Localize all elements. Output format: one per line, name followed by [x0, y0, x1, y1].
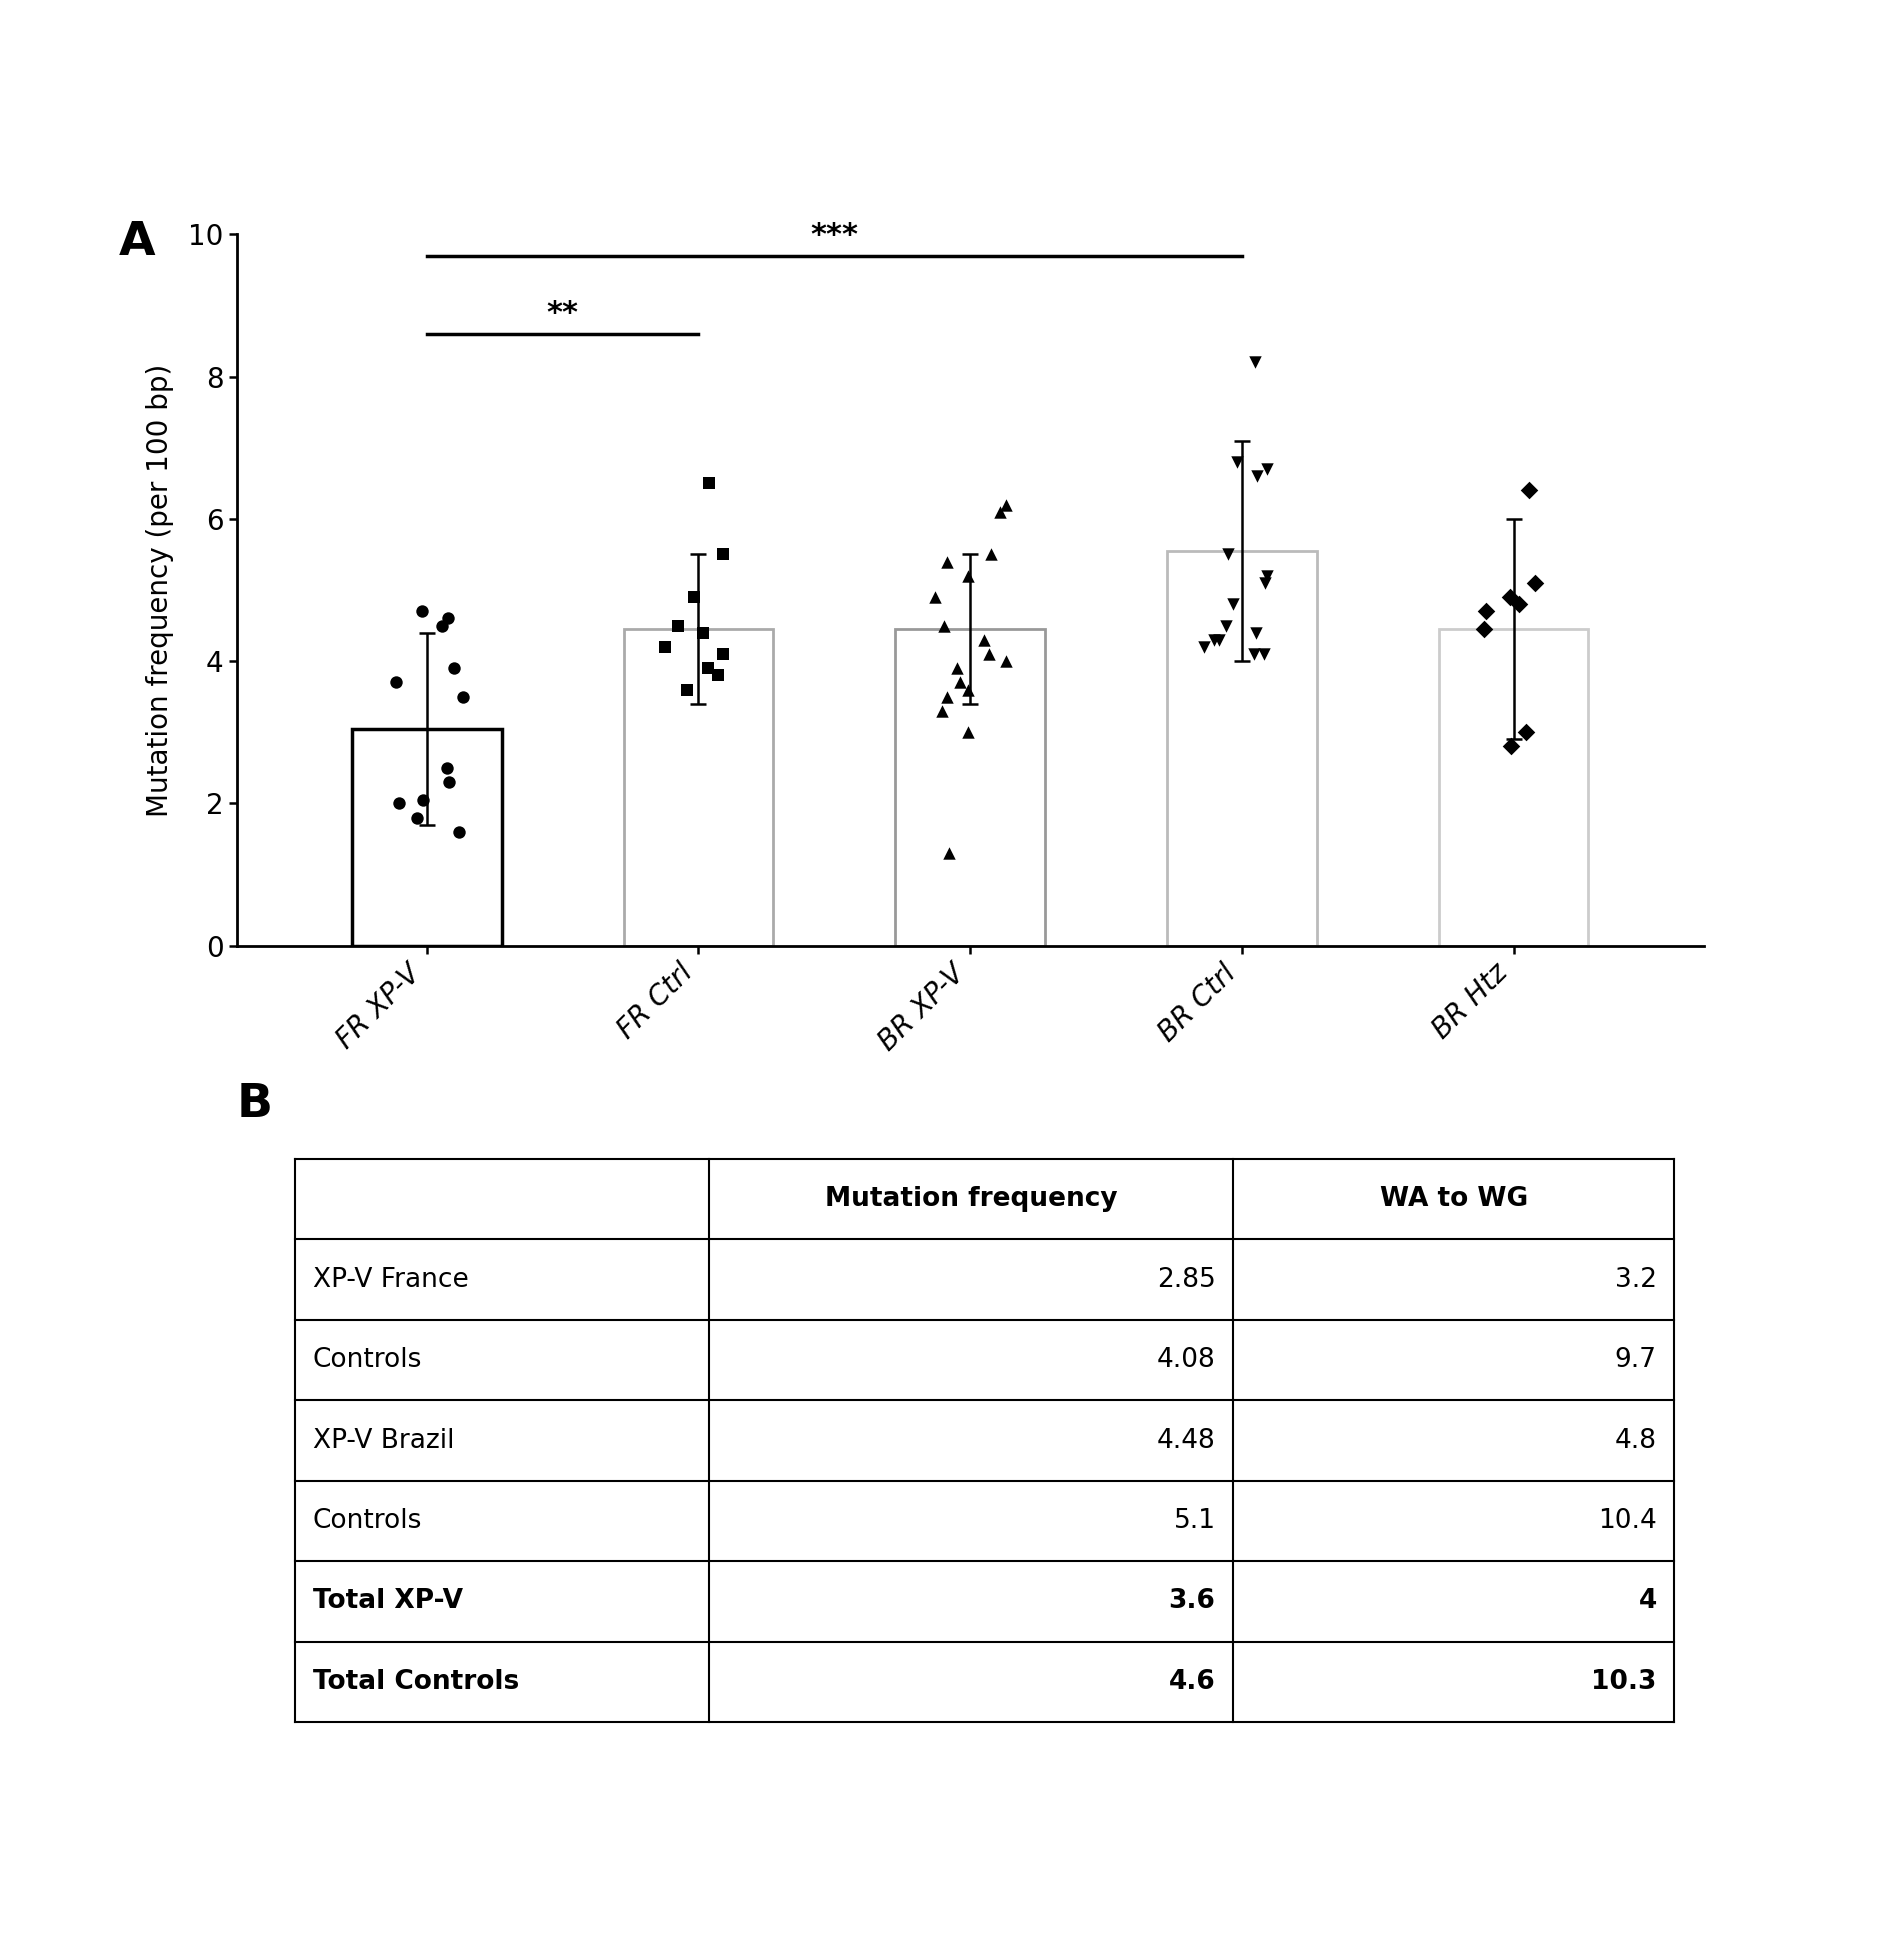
Point — [920, 582, 950, 613]
Point — [1495, 730, 1526, 762]
Point — [973, 639, 1003, 670]
Text: WA to WG: WA to WG — [1380, 1185, 1528, 1213]
Point — [702, 660, 733, 691]
Point — [990, 646, 1020, 678]
Point — [1249, 566, 1280, 598]
Point — [1240, 348, 1270, 379]
Text: Mutation frequency: Mutation frequency — [825, 1185, 1117, 1213]
Point — [945, 666, 975, 697]
Point — [708, 539, 738, 570]
Point — [1249, 639, 1280, 670]
Point — [928, 695, 958, 727]
Point — [407, 596, 437, 627]
Point — [1503, 588, 1533, 619]
Bar — [1439, 629, 1588, 945]
Point — [1212, 539, 1242, 570]
Point — [380, 666, 411, 697]
Point — [432, 752, 462, 783]
Point — [1471, 596, 1501, 627]
Point — [407, 785, 437, 816]
Point — [990, 488, 1020, 519]
Point — [1251, 561, 1282, 592]
Text: B: B — [237, 1082, 273, 1127]
Point — [401, 803, 432, 834]
Bar — [352, 728, 502, 945]
Point — [954, 717, 984, 748]
Point — [943, 652, 973, 684]
Point — [952, 674, 982, 705]
Text: 4.48: 4.48 — [1157, 1428, 1215, 1453]
Text: XP-V France: XP-V France — [312, 1267, 469, 1293]
Point — [433, 766, 464, 797]
Point — [695, 467, 725, 498]
Text: ***: *** — [810, 221, 858, 250]
Point — [1495, 582, 1526, 613]
Text: XP-V Brazil: XP-V Brazil — [312, 1428, 454, 1453]
Y-axis label: Mutation frequency (per 100 bp): Mutation frequency (per 100 bp) — [146, 363, 174, 816]
Point — [426, 609, 456, 641]
Point — [432, 603, 462, 635]
Point — [931, 682, 962, 713]
Point — [1251, 453, 1282, 484]
Point — [445, 816, 475, 848]
Text: 5.1: 5.1 — [1174, 1508, 1215, 1533]
Text: Total Controls: Total Controls — [312, 1670, 519, 1695]
Text: **: ** — [547, 299, 579, 328]
Point — [969, 625, 1000, 656]
Text: 9.7: 9.7 — [1615, 1348, 1656, 1373]
Bar — [895, 629, 1045, 945]
Text: 4.08: 4.08 — [1157, 1348, 1215, 1373]
Point — [1200, 625, 1230, 656]
Point — [663, 609, 693, 641]
Text: Controls: Controls — [312, 1348, 422, 1373]
Text: A: A — [119, 221, 155, 266]
Text: 4.8: 4.8 — [1615, 1428, 1656, 1453]
Point — [1240, 639, 1270, 670]
Point — [1212, 609, 1242, 641]
Point — [1204, 625, 1234, 656]
Bar — [625, 629, 772, 945]
Text: 10.4: 10.4 — [1598, 1508, 1656, 1533]
Point — [1514, 475, 1545, 506]
Text: 10.3: 10.3 — [1592, 1670, 1656, 1695]
Point — [1520, 566, 1550, 598]
Point — [1217, 588, 1247, 619]
Point — [1189, 631, 1219, 662]
Text: 4: 4 — [1639, 1588, 1656, 1615]
Point — [449, 682, 479, 713]
Text: Controls: Controls — [312, 1508, 422, 1533]
Point — [649, 631, 680, 662]
Text: 2.85: 2.85 — [1157, 1267, 1215, 1293]
Point — [687, 617, 717, 648]
Point — [384, 787, 415, 818]
Bar — [1168, 551, 1316, 945]
Point — [439, 652, 469, 684]
Point — [1221, 447, 1251, 478]
Text: 4.6: 4.6 — [1168, 1670, 1215, 1695]
Point — [935, 838, 965, 869]
Point — [977, 539, 1007, 570]
Text: 3.6: 3.6 — [1168, 1588, 1215, 1615]
Point — [680, 582, 710, 613]
Point — [1469, 613, 1499, 644]
Point — [984, 496, 1015, 527]
Point — [952, 561, 982, 592]
Point — [931, 547, 962, 578]
Text: 3.2: 3.2 — [1615, 1267, 1656, 1293]
Point — [1242, 461, 1272, 492]
Point — [708, 639, 738, 670]
Point — [1240, 617, 1270, 648]
Point — [1511, 717, 1541, 748]
Point — [693, 652, 723, 684]
Point — [929, 609, 960, 641]
Point — [672, 674, 702, 705]
Text: Total XP-V: Total XP-V — [312, 1588, 464, 1615]
